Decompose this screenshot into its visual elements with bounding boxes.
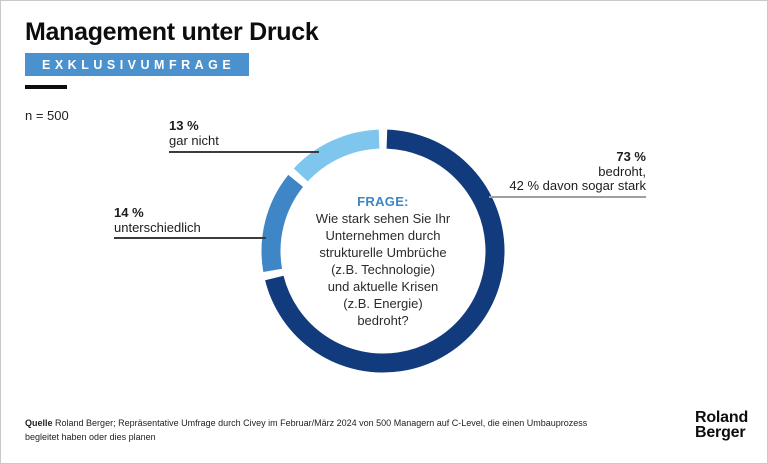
- logo-line1: Roland: [695, 409, 749, 426]
- callout-bedroht: 73 % bedroht, 42 % davon sogar stark: [451, 149, 646, 194]
- donut-segment-0: [265, 129, 505, 373]
- callout-unterschiedlich-text: unterschiedlich: [114, 219, 201, 235]
- callout-unterschiedlich: 14 % unterschiedlich: [114, 205, 201, 235]
- leader-line-gar-nicht: [169, 151, 319, 153]
- donut-segment-1: [261, 174, 304, 273]
- callout-bedroht-text1: bedroht,: [598, 163, 646, 179]
- source-label: Quelle: [25, 418, 53, 428]
- question-label: FRAGE:: [357, 194, 409, 209]
- page-title: Management unter Druck: [25, 18, 319, 46]
- leader-line-unterschiedlich: [114, 237, 266, 239]
- chart-center-text: FRAGE: Wie stark sehen Sie Ihr Unternehm…: [273, 193, 493, 329]
- source-note: Quelle Roland Berger; Repräsentative Umf…: [25, 416, 595, 444]
- callout-bedroht-text2: 42 % davon sogar stark: [509, 178, 646, 193]
- callout-gar-nicht-text: gar nicht: [169, 132, 219, 148]
- roland-berger-logo: Roland Berger: [695, 409, 749, 441]
- source-text: Roland Berger; Repräsentative Umfrage du…: [25, 418, 588, 442]
- donut-segment-2: [293, 129, 380, 182]
- callout-gar-nicht: 13 % gar nicht: [169, 118, 219, 148]
- question-text: Wie stark sehen Sie Ihr Unternehmen durc…: [315, 211, 451, 328]
- leader-line-bedroht: [489, 196, 646, 198]
- sample-size-label: n = 500: [25, 108, 69, 123]
- exclusive-survey-badge: EXKLUSIVUMFRAGE: [25, 53, 250, 76]
- logo-line2: Berger: [695, 424, 746, 441]
- callout-gar-nicht-pct: 13 %: [169, 118, 199, 133]
- callout-unterschiedlich-pct: 14 %: [114, 205, 144, 220]
- callout-bedroht-pct: 73 %: [616, 149, 646, 164]
- title-divider: [25, 85, 67, 89]
